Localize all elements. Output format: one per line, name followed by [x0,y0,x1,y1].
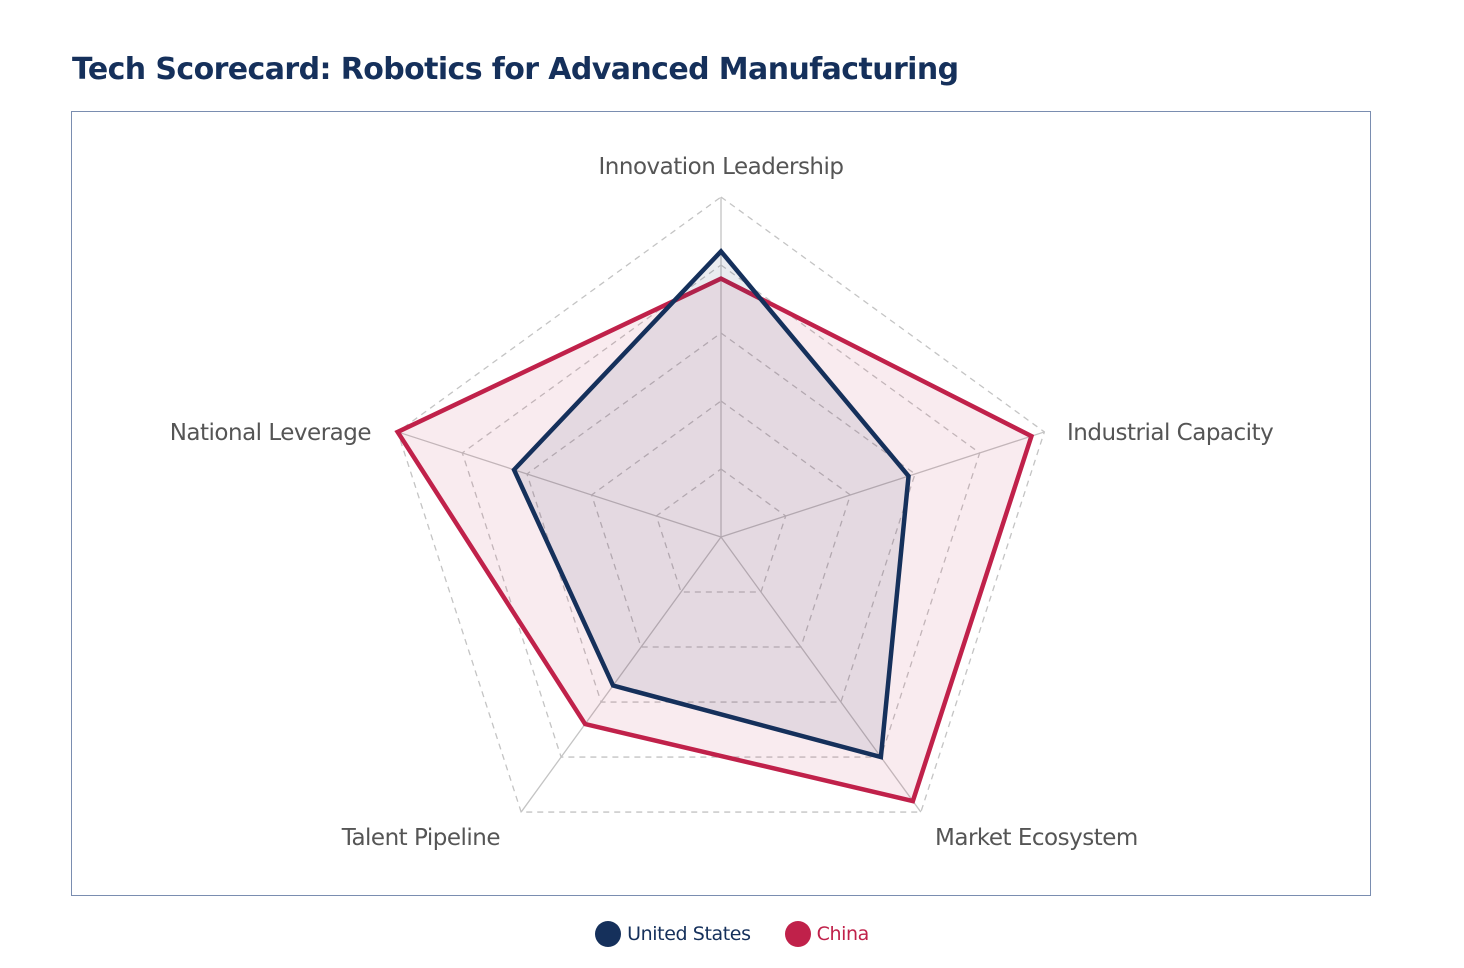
axis-spoke [720,536,922,813]
axis-spoke [720,431,1045,538]
axis-label-innovation-leadership: Innovation Leadership [599,154,844,180]
axis-label-industrial-capacity: Industrial Capacity [1067,420,1273,446]
chart-frame [71,111,1371,896]
grid-ring-5 [396,196,1046,813]
legend-label-united-states: United States [627,923,751,945]
legend: United States China [0,921,1464,947]
axis-labels: Innovation Leadership Industrial Capacity… [170,154,1274,851]
series-united-states [511,248,911,760]
legend-item-china[interactable]: China [784,921,870,947]
series-layer [394,248,1035,804]
axis-label-national-leverage: National Leverage [170,420,371,446]
axis-label-talent-pipeline: Talent Pipeline [341,825,500,851]
axis-label-market-ecosystem: Market Ecosystem [935,825,1138,851]
grid-layer [396,196,1046,813]
axis-spoke [520,536,722,813]
grid-ring-3 [526,332,916,703]
series-china [394,276,1035,804]
legend-swatch-united-states [595,921,622,947]
legend-label-china: China [816,923,870,945]
grid-ring-1 [655,468,787,593]
grid-ring-4 [461,264,981,758]
legend-item-united-states[interactable]: United States [595,921,751,947]
axis-spoke [397,431,722,538]
chart-title: Tech Scorecard: Robotics for Advanced Ma… [72,52,959,87]
legend-swatch-china [784,921,811,947]
grid-ring-2 [590,400,852,648]
